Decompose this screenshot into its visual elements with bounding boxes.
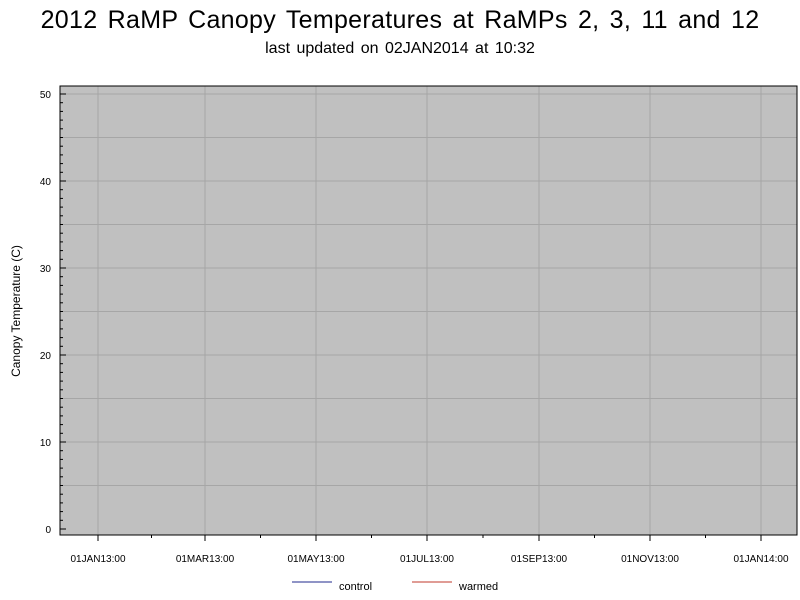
x-tick-label: 01JAN13:00 [70,554,125,565]
x-tick-label: 01JUL13:00 [400,554,454,565]
y-tick-label: 0 [45,525,51,536]
y-tick-label: 10 [40,438,52,449]
legend-label-warmed: warmed [458,581,498,593]
chart-subtitle: last updated on 02JAN2014 at 10:32 [265,40,535,57]
horizontal-gridlines [60,93,797,486]
y-tick-label: 30 [40,264,52,275]
x-ticks: 01JAN13:00 01MAR13:00 01MAY13:00 01JUL13:00… [70,535,789,565]
legend: control warmed [292,581,498,593]
x-tick-label: 01NOV13:00 [621,554,679,565]
legend-label-control: control [339,581,372,593]
y-major-ticks: 0 10 20 30 40 50 [40,90,66,536]
x-tick-label: 01MAR13:00 [176,554,235,565]
vertical-gridlines [97,86,762,535]
x-tick-label: 01JAN14:00 [733,554,788,565]
x-tick-label: 01SEP13:00 [511,554,568,565]
y-tick-label: 20 [40,351,52,362]
y-axis-label: Canopy Temperature (C) [9,245,23,377]
x-tick-label: 01MAY13:00 [287,554,345,565]
y-tick-label: 40 [40,177,52,188]
chart-title: 2012 RaMP Canopy Temperatures at RaMPs 2… [40,6,760,34]
y-tick-label: 50 [40,90,52,101]
plot-frame [59,85,798,536]
plot-area [60,86,797,535]
